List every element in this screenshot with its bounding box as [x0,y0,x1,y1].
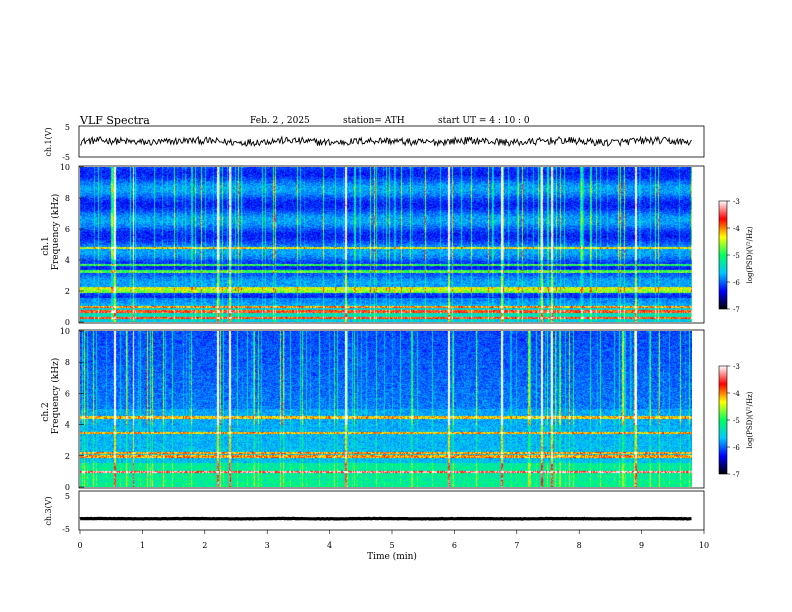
ch3-waveform-panel: 5 -5 ch.3(V) 0 1 2 3 4 5 6 7 8 9 10 Time (min) [44,490,709,562]
freq-tick-label: 8 [65,358,70,367]
time-tick-label: 7 [514,541,519,550]
freq-tick-label: 10 [60,327,70,336]
colorbar-1-label: log(PSD)(V²/Hz) [746,226,754,283]
freq-tick-label: 2 [65,287,70,296]
ch3-tick-bottom: -5 [62,525,70,534]
colorbar-2: -3 -4 -5 -6 -7 log(PSD)(V²/Hz) [718,363,754,479]
spec2-heatmap [80,331,692,487]
colorbar-tick-label: -5 [733,417,740,425]
time-tick-label: 6 [452,541,457,550]
ch1-tick-bottom: -5 [62,153,70,162]
ch1-trace [79,135,692,148]
ch1-waveform-panel: 5 -5 ch.1(V) [44,123,705,162]
spec2-image-holder [80,331,692,487]
ch1-tick-top: 5 [65,123,70,132]
time-tick-label: 10 [699,541,709,550]
colorbar-1-bar [718,200,728,310]
spec1-freq-label: Frequency (kHz) [50,194,61,271]
colorbar-2-bar [718,365,728,475]
spec1-heatmap [80,167,692,322]
freq-tick-label: 8 [65,194,70,203]
ch2-spectrogram-panel: 0 2 4 6 8 10 ch.2 Frequency (kHz) [41,327,705,492]
colorbar-tick-label: -4 [733,390,740,398]
colorbar-2-ticks: -3 -4 -5 -6 -7 [727,363,740,479]
ch1-spectrogram-panel: 0 2 4 6 8 10 ch.1 Frequency (kHz) [41,163,705,327]
time-tick-label: 2 [202,541,207,550]
time-tick-label: 8 [577,541,582,550]
colorbar-tick-label: -3 [733,363,740,371]
ch3-frame [78,490,705,531]
freq-tick-label: 2 [65,452,70,461]
ch1-axis-label: ch.1(V) [44,127,53,156]
ch3-tick-top: 5 [65,492,70,501]
time-tick-label: 1 [140,541,145,550]
freq-tick-label: 4 [65,256,70,265]
freq-tick-label: 0 [65,318,70,327]
station-label: station= ATH [343,116,405,126]
date-label: Feb. 2 , 2025 [250,116,310,126]
time-tick-label: 5 [389,541,394,550]
colorbar-tick-label: -3 [733,198,740,206]
colorbar-tick-label: -6 [733,279,740,287]
colorbar-tick-label: -4 [733,225,740,233]
freq-tick-label: 4 [65,421,70,430]
freq-tick-label: 6 [65,389,70,398]
colorbar-tick-label: -6 [733,444,740,452]
time-tick-label: 3 [265,541,270,550]
colorbar-1: -3 -4 -5 -6 -7 log(PSD)(V²/Hz) [718,198,754,314]
spec2-ticks: 0 2 4 6 8 10 [60,327,84,492]
freq-tick-label: 10 [60,163,70,172]
colorbar-2-label: log(PSD)(V²/Hz) [746,391,754,448]
spec2-freq-label: Frequency (kHz) [50,358,61,435]
spec1-image-holder [80,167,692,322]
time-tick-label: 0 [77,541,82,550]
ch3-trace [79,516,692,521]
spec1-ticks: 0 2 4 6 8 10 [60,163,84,327]
freq-tick-label: 6 [65,225,70,234]
time-tick-label: 9 [639,541,644,550]
colorbar-tick-label: -7 [733,471,740,479]
time-tick-label: 4 [327,541,332,550]
colorbar-1-ticks: -3 -4 -5 -6 -7 [727,198,740,314]
start-time-label: start UT = 4 : 10 : 0 [438,116,530,126]
colorbar-tick-label: -7 [733,306,740,314]
ch3-axis-label: ch.3(V) [44,496,53,525]
spec2-channel-label: ch.2 [41,402,51,421]
freq-tick-label: 0 [65,483,70,492]
colorbar-tick-label: -5 [733,252,740,260]
figure-title: VLF Spectra [79,114,150,127]
spec1-channel-label: ch.1 [41,236,51,255]
time-axis-ticks: 0 1 2 3 4 5 6 7 8 9 10 [77,530,709,550]
time-axis-label: Time (min) [367,551,417,562]
